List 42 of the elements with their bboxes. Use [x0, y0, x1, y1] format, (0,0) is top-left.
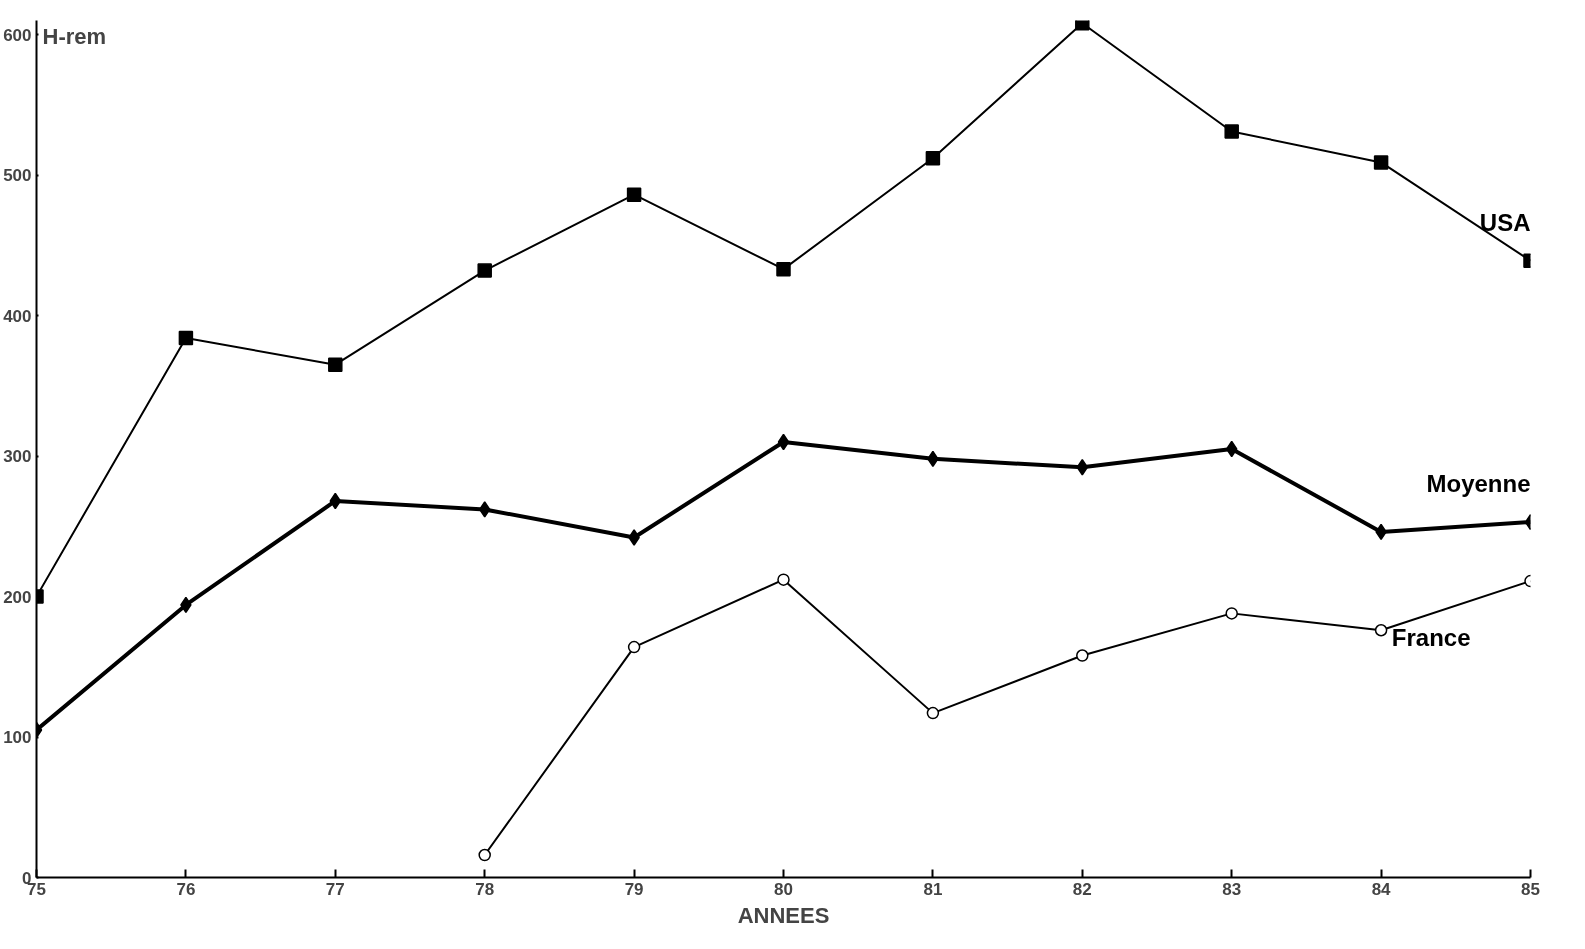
- x-tick-label: 85: [1521, 879, 1540, 899]
- point: [776, 261, 791, 277]
- x-tick-label: 80: [774, 879, 793, 899]
- y-tick-label: 500: [3, 166, 32, 186]
- point: [925, 150, 941, 166]
- x-tick-label: 78: [475, 879, 495, 899]
- series-label: USA: [1479, 208, 1531, 236]
- point: [478, 501, 491, 518]
- y-tick-label: 200: [3, 587, 32, 607]
- point: [178, 330, 194, 346]
- x-tick-label: 83: [1222, 879, 1242, 899]
- point: [329, 492, 342, 510]
- x-tick-label: 84: [1371, 879, 1392, 899]
- point: [1224, 124, 1239, 139]
- y-tick-label: 100: [3, 728, 32, 748]
- x-axis-title: ANNEES: [737, 902, 830, 928]
- point: [777, 573, 790, 586]
- point: [1225, 440, 1238, 458]
- point: [777, 433, 790, 451]
- point: [1076, 459, 1089, 476]
- x-tick-label: 82: [1072, 879, 1092, 899]
- point: [1225, 607, 1238, 620]
- y-axis-title: H-rem: [42, 23, 107, 49]
- x-tick-label: 76: [176, 879, 196, 899]
- point: [1374, 624, 1388, 637]
- x-tick-label: 79: [624, 879, 644, 899]
- point: [1373, 155, 1389, 170]
- series-label: Moyenne: [1426, 470, 1531, 498]
- point: [478, 848, 491, 862]
- x-tick-label: 81: [923, 879, 943, 899]
- point: [1076, 649, 1089, 662]
- y-tick-label: 600: [3, 25, 32, 45]
- point: [328, 357, 343, 372]
- point: [926, 706, 940, 720]
- point: [626, 187, 642, 202]
- point: [627, 640, 641, 654]
- series-label: France: [1391, 624, 1471, 652]
- y-tick-label: 300: [3, 447, 32, 467]
- point: [477, 263, 492, 278]
- y-tick-label: 400: [3, 306, 32, 326]
- point: [628, 529, 640, 546]
- x-tick-label: 77: [325, 879, 345, 899]
